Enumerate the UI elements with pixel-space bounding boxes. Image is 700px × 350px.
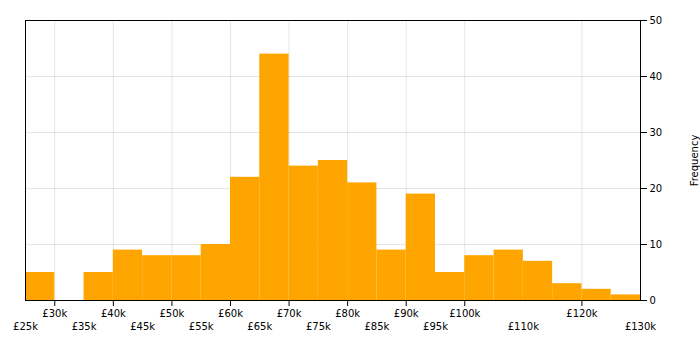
svg-text:£40k: £40k <box>101 308 126 319</box>
svg-text:£45k: £45k <box>130 321 155 332</box>
svg-text:£130k: £130k <box>625 321 656 332</box>
svg-text:£30k: £30k <box>42 308 67 319</box>
svg-text:£100k: £100k <box>449 308 480 319</box>
svg-text:£95k: £95k <box>423 321 448 332</box>
svg-text:40: 40 <box>650 71 663 82</box>
svg-text:0: 0 <box>650 295 656 306</box>
svg-text:£70k: £70k <box>277 308 302 319</box>
svg-text:£60k: £60k <box>218 308 243 319</box>
svg-text:30: 30 <box>650 127 663 138</box>
svg-text:Frequency: Frequency <box>689 135 700 187</box>
svg-text:£75k: £75k <box>306 321 331 332</box>
svg-text:£25k: £25k <box>13 321 38 332</box>
svg-text:10: 10 <box>650 239 663 250</box>
svg-text:£90k: £90k <box>394 308 419 319</box>
svg-text:50: 50 <box>650 15 663 26</box>
svg-text:£120k: £120k <box>566 308 597 319</box>
svg-text:£65k: £65k <box>247 321 272 332</box>
svg-text:£85k: £85k <box>364 321 389 332</box>
svg-text:£50k: £50k <box>159 308 184 319</box>
svg-text:£35k: £35k <box>72 321 97 332</box>
svg-text:£80k: £80k <box>335 308 360 319</box>
svg-text:£110k: £110k <box>508 321 539 332</box>
svg-text:£55k: £55k <box>189 321 214 332</box>
svg-text:20: 20 <box>650 183 663 194</box>
